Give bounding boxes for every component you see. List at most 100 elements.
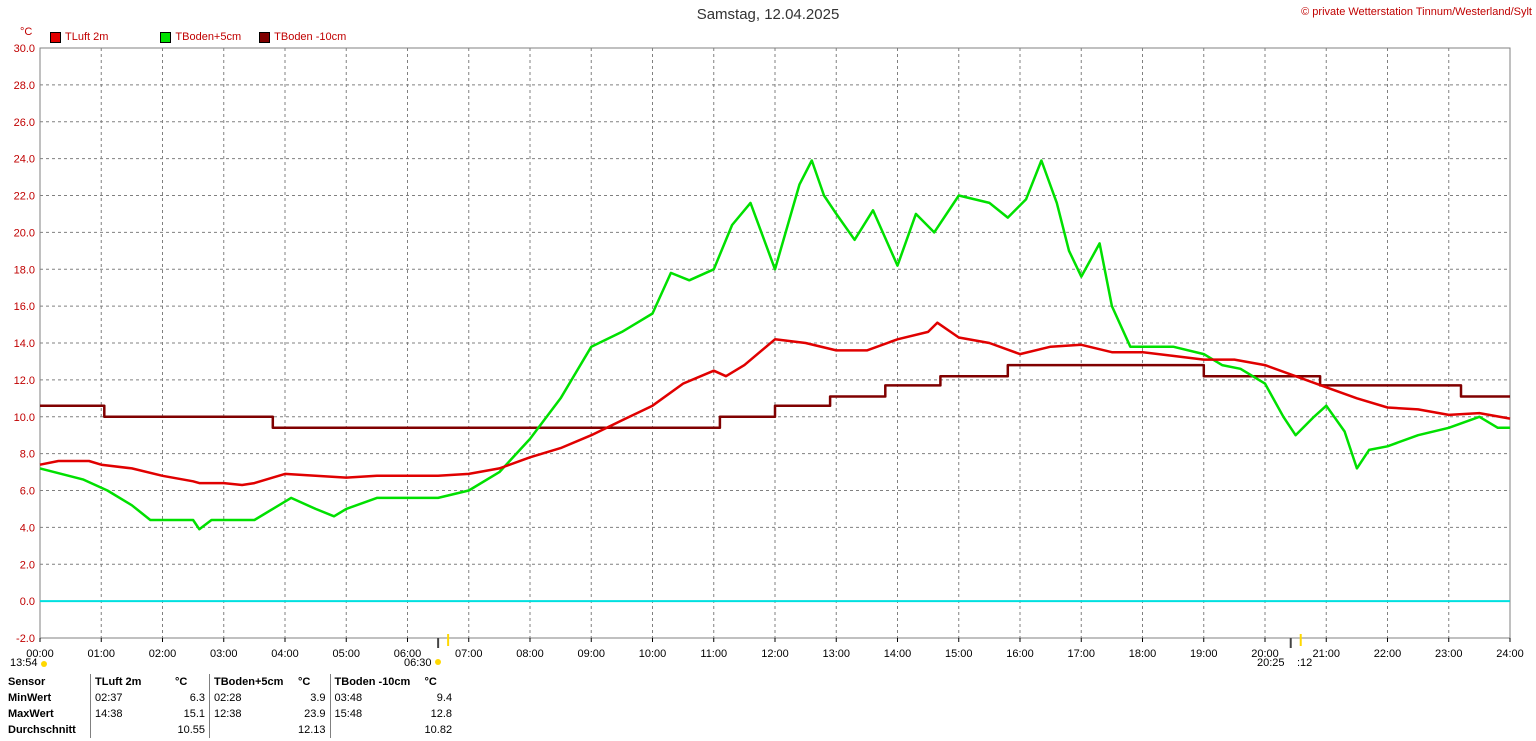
- copyright-text: © private Wetterstation Tinnum/Westerlan…: [1301, 6, 1532, 18]
- chart-title: Samstag, 12.04.2025: [696, 6, 840, 23]
- series-line-0: [39, 321, 1511, 487]
- x-tick-label: 03:00: [210, 648, 238, 660]
- x-tick-label: 07:00: [455, 648, 483, 660]
- chart-series: [39, 159, 1511, 603]
- x-tick-label: 19:00: [1190, 648, 1218, 660]
- x-tick-label: 23:00: [1435, 648, 1463, 660]
- y-tick-label: -2.0: [16, 633, 35, 645]
- x-tick-label: 18:00: [1129, 648, 1157, 660]
- x-tick-label: 12:00: [761, 648, 789, 660]
- legend-label-tluft: TLuft 2m: [65, 31, 109, 43]
- y-tick-label: 10.0: [14, 412, 35, 424]
- y-tick-label: 24.0: [14, 154, 35, 166]
- x-tick-label: 16:00: [1006, 648, 1034, 660]
- y-tick-label: 14.0: [14, 338, 35, 350]
- sun-markers: [41, 634, 1302, 667]
- x-axis-ticks: 00:00 01:00 02:00 03:00 04:00 05:00 06:00 07:00…: [26, 638, 1524, 660]
- legend-swatch-tboden5: [160, 31, 172, 43]
- stats-row-label: MinWert: [8, 692, 52, 704]
- stats-cell-value: 12.13: [298, 724, 326, 736]
- x-tick-label: 08:00: [516, 648, 544, 660]
- series-line-1: [39, 159, 1510, 531]
- legend-label-tboden5: TBoden+5cm: [175, 31, 242, 43]
- y-tick-label: 26.0: [14, 117, 35, 129]
- stats-cell-value: 3.9: [310, 692, 326, 704]
- x-tick-label: 14:00: [884, 648, 912, 660]
- y-tick-label: 18.0: [14, 264, 35, 276]
- stats-cell-time: 02:37: [90, 690, 171, 706]
- x-tick-label: 21:00: [1312, 648, 1340, 660]
- stats-cell-time: [329, 722, 421, 738]
- stats-cell-value: 10.82: [424, 724, 453, 736]
- moon-icon: [41, 661, 47, 667]
- sunset-label: 20:25: [1257, 657, 1285, 669]
- stats-row-min: MinWert 02:37 6.3 02:28 3.9 03:48 9.4: [4, 690, 456, 706]
- stats-cell-time: 12:38: [209, 706, 294, 722]
- y-tick-label: 8.0: [20, 449, 35, 461]
- stats-cell-time: 15:48: [329, 706, 421, 722]
- stats-header-tboden10-unit: °C: [424, 676, 437, 688]
- x-tick-label: 22:00: [1374, 648, 1402, 660]
- y-axis-unit: °C: [20, 26, 33, 38]
- stats-row-label: MaxWert: [8, 708, 54, 720]
- stats-cell-value: 15.1: [183, 708, 205, 720]
- x-tick-label: 01:00: [87, 648, 115, 660]
- legend-swatch-tboden10: [259, 31, 271, 43]
- legend: TLuft 2m TBoden+5cm TBoden -10cm: [50, 31, 364, 43]
- stats-header-tboden5: TBoden+5cm: [209, 674, 294, 690]
- stats-cell-value: 10.55: [177, 724, 205, 736]
- y-tick-label: 2.0: [20, 559, 35, 571]
- stats-cell-time: 02:28: [209, 690, 294, 706]
- stats-row-label: Durchschnitt: [8, 724, 76, 736]
- stats-header-row: Sensor TLuft 2m °C TBoden+5cm °C TBoden …: [4, 674, 456, 690]
- x-tick-label: 24:00: [1496, 648, 1524, 660]
- stats-header-tboden10: TBoden -10cm: [329, 674, 421, 690]
- x-tick-label: 17:00: [1067, 648, 1095, 660]
- y-tick-label: 4.0: [20, 522, 35, 534]
- legend-item-tboden5: TBoden+5cm: [160, 31, 241, 43]
- y-tick-label: 30.0: [14, 43, 35, 55]
- stats-table: Sensor TLuft 2m °C TBoden+5cm °C TBoden …: [4, 674, 456, 738]
- stats-cell-time: 03:48: [329, 690, 421, 706]
- x-tick-label: 15:00: [945, 648, 973, 660]
- x-tick-label: 13:00: [822, 648, 850, 660]
- stats-cell-value: 12.8: [430, 708, 453, 720]
- y-tick-label: 6.0: [20, 486, 35, 498]
- y-tick-label: 22.0: [14, 191, 35, 203]
- stats-header-sensor: Sensor: [8, 676, 46, 688]
- y-tick-label: 20.0: [14, 227, 35, 239]
- moon-extra-label: :12: [1297, 657, 1313, 669]
- legend-swatch-tluft: [50, 31, 61, 43]
- legend-label-tboden10: TBoden -10cm: [274, 31, 347, 43]
- x-tick-label: 10:00: [639, 648, 667, 660]
- y-tick-label: 12.0: [14, 375, 35, 387]
- x-tick-label: 06:00: [394, 648, 422, 660]
- x-tick-label: 02:00: [149, 648, 177, 660]
- x-tick-label: 09:00: [577, 648, 605, 660]
- stats-header-tluft: TLuft 2m: [90, 674, 171, 690]
- y-axis-ticks: -2.0 0.0 2.0 4.0 6.0 8.0 10.0 12.0 14.0 16.0 18.0 2…: [14, 43, 35, 645]
- stats-header-tluft-unit: °C: [175, 676, 188, 688]
- x-tick-label: 00:00: [26, 648, 54, 660]
- y-tick-label: 16.0: [14, 301, 35, 313]
- x-tick-label: 11:00: [700, 648, 727, 660]
- stats-header-tboden5-unit: °C: [298, 676, 311, 688]
- stats-row-max: MaxWert 14:38 15.1 12:38 23.9 15:48 12.8: [4, 706, 456, 722]
- x-tick-label: 20:00: [1251, 648, 1279, 660]
- x-tick-label: 04:00: [271, 648, 299, 660]
- stats-cell-value: 9.4: [436, 692, 453, 704]
- y-tick-label: 28.0: [14, 80, 35, 92]
- sunrise-icon: [435, 659, 441, 665]
- legend-item-tboden10: TBoden -10cm: [259, 31, 346, 43]
- y-tick-label: 0.0: [20, 596, 35, 608]
- x-tick-label: 05:00: [332, 648, 360, 660]
- chart-grid: [39, 47, 1511, 639]
- stats-cell-time: 14:38: [90, 706, 171, 722]
- stats-cell-time: [90, 722, 171, 738]
- stats-cell-value: 23.9: [304, 708, 326, 720]
- moonrise-label: 13:54: [10, 657, 38, 669]
- series-line-2: [40, 363, 1510, 430]
- sunrise-label: 06:30: [404, 657, 432, 669]
- stats-cell-value: 6.3: [189, 692, 205, 704]
